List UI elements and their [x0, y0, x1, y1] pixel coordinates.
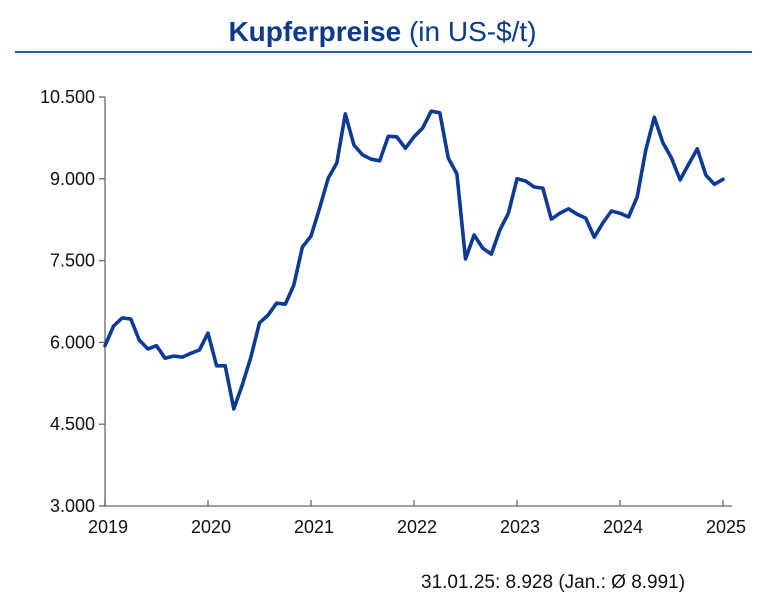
price-line [103, 109, 725, 411]
chart-title-bold: Kupferpreise [228, 16, 402, 47]
chart-title-unit: (in US-$/t) [408, 16, 537, 47]
y-tick-label: 9.000 [50, 169, 95, 189]
y-tick-label: 3.000 [50, 496, 95, 516]
y-tick-label: 10.500 [40, 87, 95, 107]
title-divider [15, 51, 752, 53]
chart-annotation: 31.01.25: 8.928 (Jan.: Ø 8.991) [421, 572, 686, 593]
x-tick-label: 2019 [88, 517, 128, 537]
x-tick-label: 2025 [706, 517, 746, 537]
x-tick-label: 2021 [294, 517, 334, 537]
x-tick-label: 2023 [500, 517, 540, 537]
y-tick-label: 4.500 [50, 414, 95, 434]
y-tick-label: 7.500 [50, 251, 95, 271]
chart-title: Kupferpreise (in US-$/t) [0, 16, 765, 48]
x-tick-label: 2020 [191, 517, 231, 537]
x-tick-label: 2022 [397, 517, 437, 537]
x-tick-label: 2024 [603, 517, 643, 537]
y-tick-label: 6.000 [50, 332, 95, 352]
